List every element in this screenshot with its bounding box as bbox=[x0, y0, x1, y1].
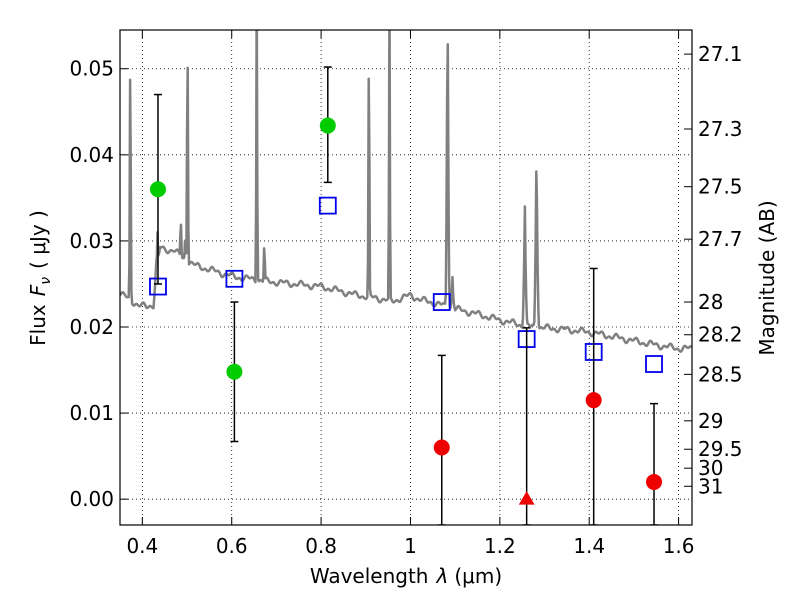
triangle-marker bbox=[518, 491, 535, 505]
x-tick-label: 0.4 bbox=[126, 534, 158, 558]
y2-axis-label: Magnitude (AB) bbox=[755, 200, 779, 355]
mag-tick-label: 29.5 bbox=[698, 437, 743, 461]
mag-tick-label: 28 bbox=[698, 290, 723, 314]
y-tick-label: 0.00 bbox=[69, 487, 114, 511]
square-marker bbox=[645, 355, 663, 373]
plot-frame bbox=[119, 29, 693, 526]
y-tick-label: 0.01 bbox=[69, 401, 114, 425]
square-marker bbox=[318, 196, 337, 215]
circle-marker bbox=[585, 392, 602, 409]
mag-tick-label: 28.2 bbox=[698, 323, 743, 347]
mag-tick-label: 29 bbox=[698, 409, 723, 433]
mag-tick-label: 27.1 bbox=[698, 42, 743, 66]
x-tick-label: 0.6 bbox=[216, 534, 248, 558]
y-tick-label: 0.04 bbox=[69, 143, 114, 167]
x-tick-label: 1.6 bbox=[663, 534, 695, 558]
circle-marker bbox=[149, 181, 166, 198]
y-tick-label: 0.05 bbox=[69, 57, 114, 81]
x-tick-label: 1 bbox=[404, 534, 417, 558]
x-tick-label: 0.8 bbox=[305, 534, 337, 558]
mag-tick-label: 27.5 bbox=[698, 175, 743, 199]
square-marker bbox=[432, 293, 451, 311]
circle-marker bbox=[646, 473, 663, 490]
x-axis-label: Wavelength λ (μm) bbox=[310, 564, 502, 588]
mag-tick-label: 27.7 bbox=[698, 227, 743, 251]
mag-tick-label: 31 bbox=[698, 474, 723, 498]
data-markers bbox=[149, 66, 663, 525]
axis-ticks: 0.4 0.6 0.8 1 1.2 1.4 1.6 0.00 0.01 0.02 0.03 0.04 0… bbox=[69, 30, 743, 558]
model-spectrum-line bbox=[120, 30, 692, 353]
mag-tick-label: 30 bbox=[698, 456, 723, 480]
mag-tick-label: 27.3 bbox=[698, 117, 743, 141]
circle-marker bbox=[226, 363, 243, 380]
x-tick-label: 1.2 bbox=[484, 534, 516, 558]
circle-marker bbox=[433, 439, 450, 456]
mag-tick-label: 28.5 bbox=[698, 362, 743, 386]
x-tick-label: 1.4 bbox=[573, 534, 605, 558]
circle-marker bbox=[319, 117, 336, 134]
y-tick-label: 0.02 bbox=[69, 315, 114, 339]
square-marker bbox=[225, 269, 244, 288]
plot-background bbox=[120, 30, 692, 525]
y-axis-label: FluxFν( μJy ) bbox=[26, 210, 54, 346]
y-tick-label: 0.03 bbox=[69, 229, 114, 253]
grid bbox=[120, 30, 692, 525]
